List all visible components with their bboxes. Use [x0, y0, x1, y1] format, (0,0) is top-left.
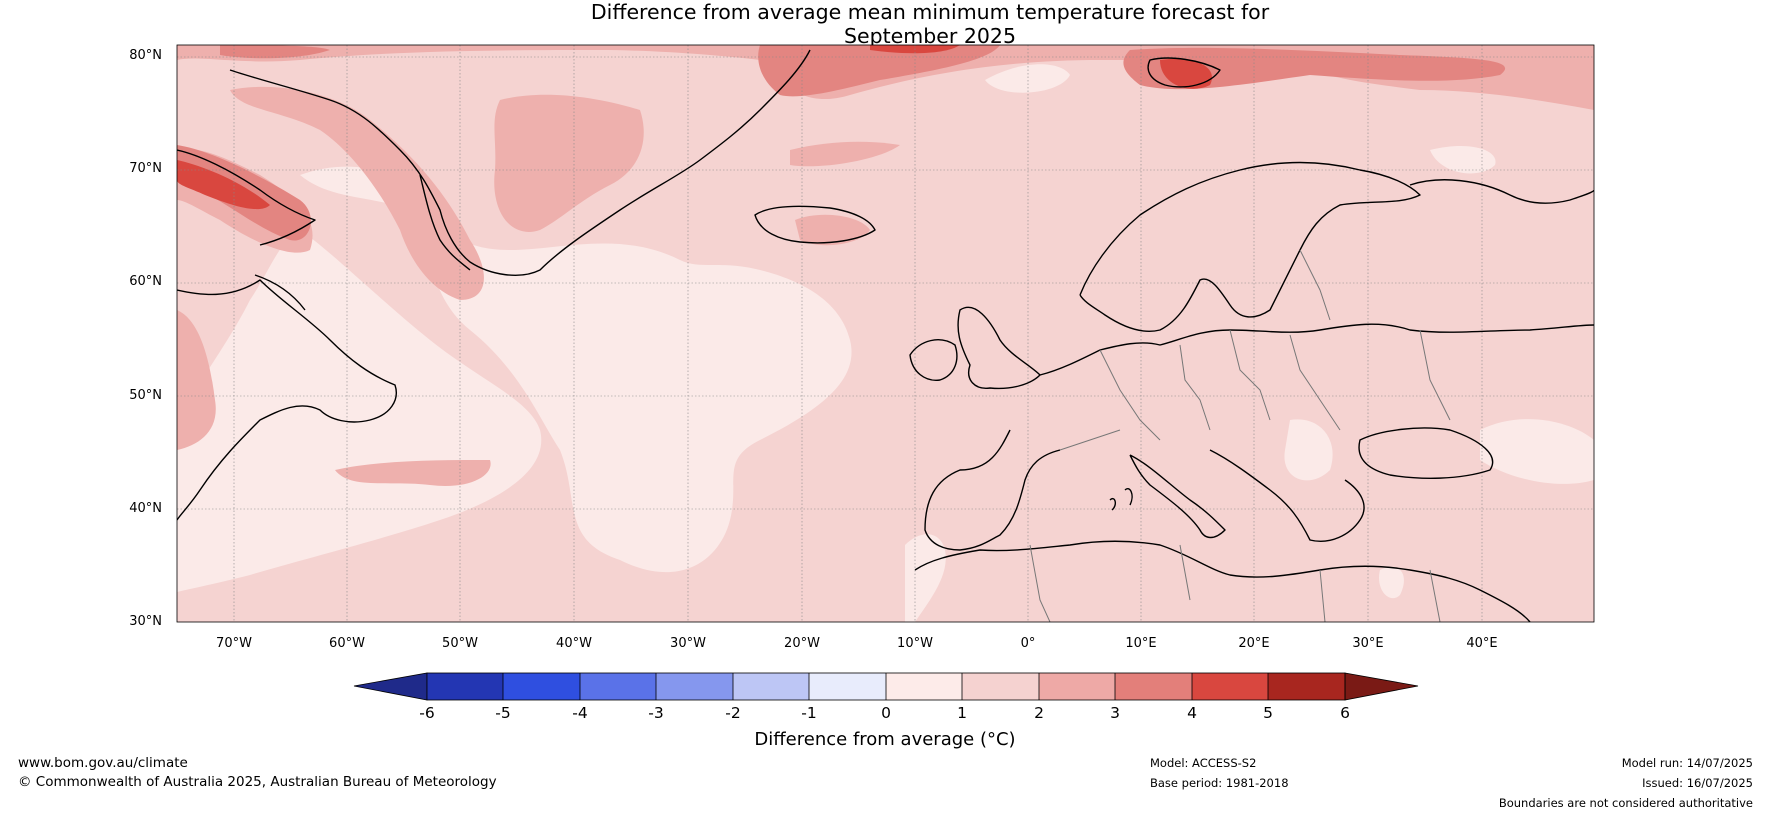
colorbar-segment-8	[1039, 673, 1115, 700]
colorbar-segment-9	[1115, 673, 1192, 700]
footer-model-run: Model run: 14/07/2025	[1621, 756, 1753, 770]
anomaly-region-0-1-blacksea	[1480, 419, 1594, 484]
anomaly-region-0-1-iceland-n	[985, 64, 1070, 93]
title-line-2: September 2025	[844, 24, 1016, 48]
colorbar-label: Difference from average (°C)	[754, 729, 1016, 750]
lon-label-30e: 30°E	[1352, 636, 1384, 651]
chart-title: Difference from average mean minimum tem…	[480, 0, 1380, 48]
lat-label-60n: 60°N	[129, 274, 162, 289]
anomaly-region-3-4-north-greenland	[758, 45, 1000, 97]
lon-label-70w: 70°W	[216, 636, 252, 651]
colorbar-tick: -4	[572, 704, 588, 722]
lat-label-30n: 30°N	[129, 614, 162, 629]
lon-label-20e: 20°E	[1238, 636, 1270, 651]
colorbar-tick: 2	[1034, 704, 1044, 722]
lon-label-40e: 40°E	[1466, 636, 1498, 651]
coast-iceland	[754, 205, 876, 244]
colorbar-upper-arrow	[1344, 672, 1419, 701]
coast-scandinavia	[1079, 161, 1421, 332]
coastlines	[177, 49, 1594, 622]
anomaly-region-0-1-aegean	[1379, 566, 1404, 599]
colorbar-segment-10	[1192, 673, 1268, 700]
colorbar-tick: -3	[648, 704, 664, 722]
lon-label-50w: 50°W	[442, 636, 478, 651]
anomaly-region-3-4-ne	[220, 45, 330, 59]
colorbar-tick: -2	[725, 704, 741, 722]
country-borders	[1029, 249, 1451, 622]
footer-base-period: Base period: 1981-2018	[1150, 776, 1289, 790]
anomaly-region-4-5-svalbard	[1160, 58, 1212, 89]
colorbar-segment-1	[503, 673, 580, 700]
coast-greenland	[229, 49, 811, 276]
lon-label-30w: 30°W	[670, 636, 706, 651]
colorbar-tick: 6	[1340, 704, 1350, 722]
anomaly-region-2-3-greenland-east	[494, 94, 644, 232]
colorbar-segment-6	[886, 673, 962, 700]
colorbar-segment-4	[733, 673, 809, 700]
colorbar-segment-3	[656, 673, 733, 700]
colorbar-tick: -1	[801, 704, 817, 722]
colorbar-tick: 5	[1263, 704, 1273, 722]
anomaly-region-2-3-iceland	[795, 214, 870, 246]
anomaly-region-4-5-baffin	[177, 160, 270, 210]
coast-north-africa	[914, 540, 1531, 622]
colorbar-tick: 3	[1110, 704, 1120, 722]
footer-website: www.bom.gov.au/climate	[18, 755, 188, 771]
lat-label-50n: 50°N	[129, 388, 162, 403]
colorbar-segment-0	[427, 673, 503, 700]
lat-label-80n: 80°N	[129, 48, 162, 63]
coast-mediterranean-islands	[1109, 488, 1133, 511]
coast-greenland-west	[419, 174, 471, 271]
coast-balkans	[1209, 449, 1365, 542]
lat-label-40n: 40°N	[129, 501, 162, 516]
anomaly-region-2-3-newfoundland	[177, 310, 216, 450]
lon-label-0: 0°	[1020, 636, 1036, 651]
footer-disclaimer: Boundaries are not considered authoritat…	[1498, 796, 1753, 810]
colorbar-segment-5	[809, 673, 886, 700]
coast-britain	[957, 306, 1041, 390]
anomaly-region-0-1-scandinavia	[1430, 145, 1496, 174]
colorbar-tick: 4	[1187, 704, 1197, 722]
anomaly-region-0-1-balkans	[1284, 419, 1333, 481]
coast-black-sea	[1358, 427, 1494, 479]
coast-ireland	[909, 339, 958, 381]
colorbar-tick: -5	[495, 704, 511, 722]
lon-label-60w: 60°W	[329, 636, 365, 651]
title-line-1: Difference from average mean minimum tem…	[590, 0, 1270, 24]
anomaly-region-2-3-greenland	[230, 86, 484, 300]
colorbar-tick: 1	[957, 704, 967, 722]
colorbar-lower-arrow	[353, 672, 428, 701]
coast-europe	[1039, 323, 1594, 376]
lon-label-40w: 40°W	[556, 636, 592, 651]
footer-issued: Issued: 16/07/2025	[1642, 776, 1753, 790]
footer-copyright: © Commonwealth of Australia 2025, Austra…	[18, 774, 497, 790]
graticule	[177, 45, 1594, 622]
lon-label-20w: 20°W	[784, 636, 820, 651]
colorbar-segment-2	[580, 673, 656, 700]
anomaly-region-2-3-atlantic	[335, 460, 491, 486]
coast-baffin	[177, 149, 316, 246]
footer-model: Model: ACCESS-S2	[1150, 756, 1257, 770]
coast-iberia	[924, 429, 1061, 551]
coast-kola	[1409, 179, 1594, 204]
lon-label-10e: 10°E	[1125, 636, 1157, 651]
colorbar-tick: 0	[881, 704, 891, 722]
lat-label-70n: 70°N	[129, 161, 162, 176]
colorbar-segment-7	[962, 673, 1039, 700]
colorbar-segment-11	[1268, 673, 1345, 700]
coast-svalbard	[1147, 57, 1221, 88]
colorbar-tick: -6	[419, 704, 435, 722]
lon-label-10w: 10°W	[897, 636, 933, 651]
anomaly-region-2-3-sea	[790, 141, 900, 167]
coast-labrador-upper	[254, 274, 306, 311]
anomaly-region-3-4-svalbard	[1123, 47, 1506, 90]
anomaly-region-0-1-west	[177, 230, 542, 592]
coast-labrador	[177, 279, 397, 521]
coast-italy	[1129, 454, 1226, 539]
